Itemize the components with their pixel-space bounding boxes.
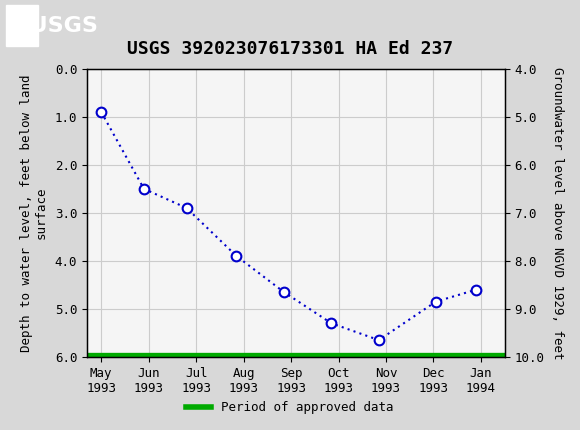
Bar	[6, 5, 38, 46]
Y-axis label: Depth to water level, feet below land
surface: Depth to water level, feet below land su…	[20, 74, 48, 352]
Text: USGS 392023076173301 HA Ed 237: USGS 392023076173301 HA Ed 237	[127, 40, 453, 58]
Legend: Period of approved data: Period of approved data	[181, 396, 399, 419]
Text: ≡USGS: ≡USGS	[12, 16, 99, 36]
Y-axis label: Groundwater level above NGVD 1929, feet: Groundwater level above NGVD 1929, feet	[551, 67, 564, 359]
